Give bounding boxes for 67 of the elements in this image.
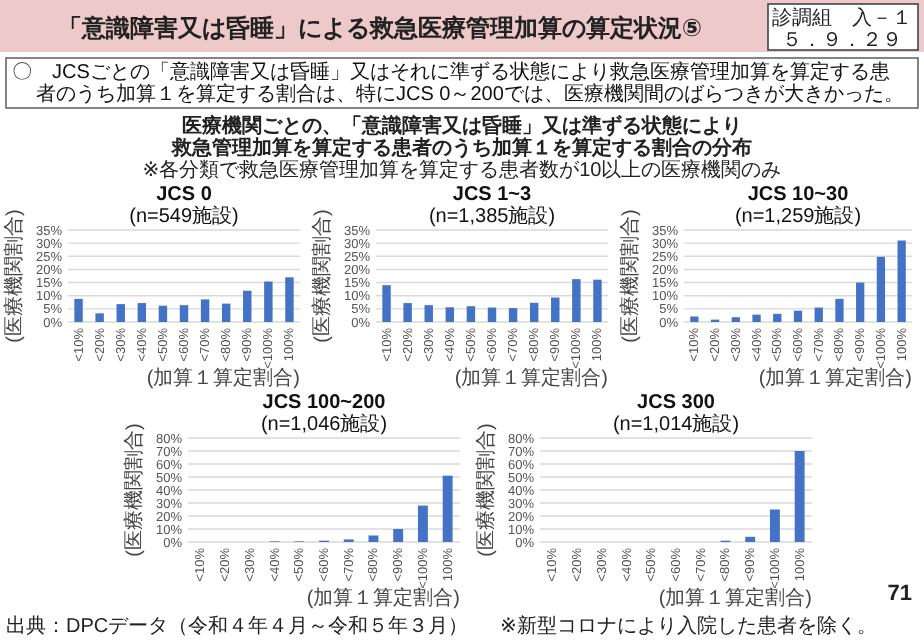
text: 救急管理加算を算定する患者のうち加算１を算定する割合の分布 <box>170 136 752 160</box>
y-axis-title: (医療機関割合) <box>310 209 334 343</box>
text: 診調組 入－１ <box>772 6 912 30</box>
bar <box>487 307 497 322</box>
text: 「意識障害又は昏睡」による救急医療管理加算の算定状況⑤ <box>57 14 703 42</box>
chart-title: JCS 0 <box>156 184 213 206</box>
y-axis-title: (医療機関割合) <box>2 209 26 343</box>
bar <box>424 305 433 322</box>
bar <box>794 451 805 542</box>
bar <box>551 297 560 322</box>
y-axis-title: (医療機関割合) <box>474 423 498 557</box>
text: 医療機関ごとの、「意識障害又は昏睡」又は準ずる状態により <box>182 114 742 138</box>
chart-subtitle: (n=1,385施設) <box>428 204 556 228</box>
y-axis-title: (医療機関割合) <box>122 423 146 557</box>
bar <box>593 279 602 322</box>
text: ※各分類で救急医療管理加算を算定する患者数が10以上の医療機関のみ <box>142 158 782 182</box>
text: 71 <box>887 582 912 606</box>
bar <box>529 302 539 322</box>
bar <box>382 285 391 322</box>
bar <box>393 529 404 542</box>
bar <box>466 306 476 322</box>
bar <box>179 305 189 322</box>
bar <box>243 290 252 322</box>
bar <box>285 277 294 322</box>
bar <box>116 304 125 322</box>
chart-subtitle: (n=549施設) <box>129 204 239 228</box>
chart-title: JCS 100~200 <box>262 392 387 414</box>
bar <box>773 313 782 322</box>
y-axis-title: (医療機関割合) <box>618 209 642 343</box>
chart-subtitle: (n=1,259施設) <box>734 204 862 228</box>
bar <box>897 240 906 322</box>
bar <box>95 313 104 322</box>
chart-title: JCS 300 <box>637 392 716 414</box>
bar <box>572 279 581 322</box>
chart-title: JCS 1~3 <box>452 184 533 206</box>
text: ５．９．２９ <box>782 30 902 52</box>
bar <box>417 505 428 542</box>
bar <box>856 282 865 322</box>
x-axis-title: (加算１算定割合) <box>454 366 608 390</box>
bar <box>876 256 886 322</box>
chart-subtitle: (n=1,046施設) <box>260 412 388 436</box>
bar <box>769 509 780 542</box>
bar <box>442 475 453 542</box>
bar <box>752 314 761 322</box>
chart-title: JCS 10~30 <box>747 184 850 206</box>
bar <box>835 298 844 322</box>
bar <box>74 298 83 322</box>
bar <box>814 307 823 322</box>
bar <box>158 305 168 322</box>
x-axis-title: (加算１算定割合) <box>658 586 812 610</box>
source-note: 出典：DPCデータ（令和４年４月～令和５年３月） <box>6 614 469 638</box>
text: ※新型コロナにより入院した患者を除く。 <box>500 614 877 638</box>
bar <box>137 303 147 322</box>
bar <box>508 308 518 322</box>
bar <box>403 303 412 322</box>
bar <box>690 316 699 322</box>
text: 〇 JCSごとの「意識障害又は昏睡」又はそれに準ずる状態により救急医療管理加算を算定する患者のうち加算１を算定する割合は、特にJCS 0～200では、医療機関間のばらつきが大きかった。 <box>12 60 904 106</box>
x-axis-title: (加算１算定割合) <box>306 586 460 610</box>
bar <box>264 281 273 322</box>
bar <box>745 536 756 542</box>
chart-subtitle: (n=1,014施設) <box>612 412 740 436</box>
bar <box>445 307 455 322</box>
x-axis-title: (加算１算定割合) <box>758 366 912 390</box>
bar <box>793 310 803 322</box>
bar <box>200 299 210 322</box>
bar <box>221 303 231 322</box>
x-axis-title: (加算１算定割合) <box>146 366 300 390</box>
